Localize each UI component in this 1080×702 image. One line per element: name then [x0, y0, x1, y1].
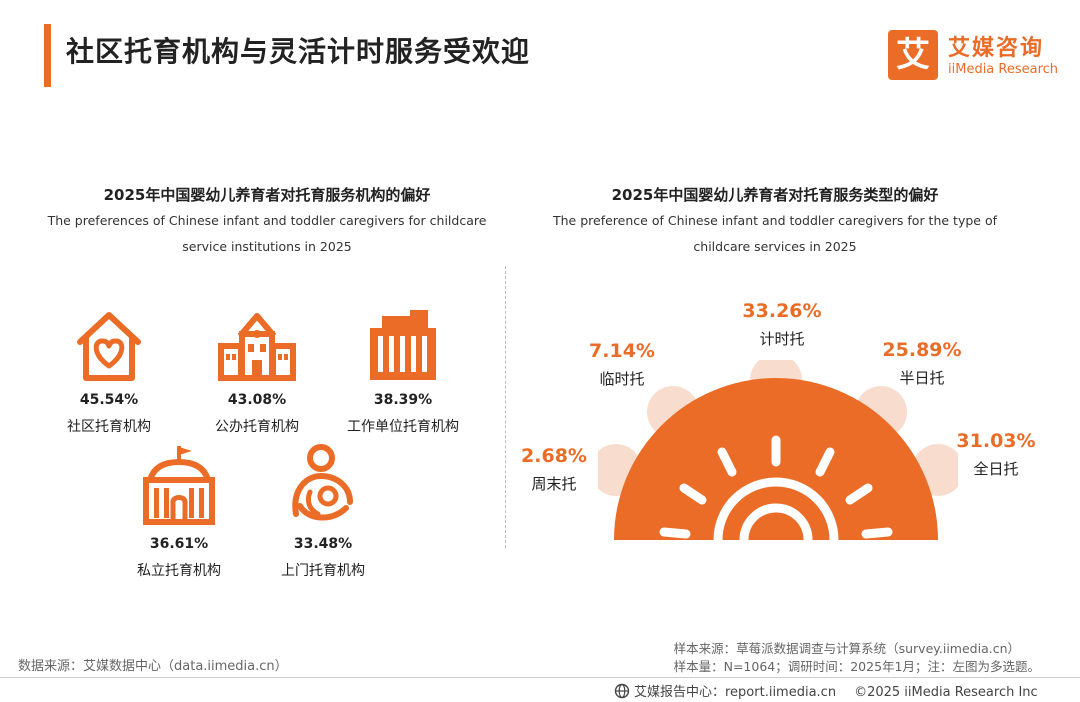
iimedia-logo: 艾 艾媒咨询 iiMedia Research — [888, 30, 1064, 82]
institution-item-workplace: 38.39% 工作单位托育机构 — [328, 308, 478, 436]
service-label: 半日托 — [899, 369, 945, 387]
service-value: 7.14% — [589, 340, 655, 362]
sample-source: 样本来源：草莓派数据调查与计算系统（survey.iimedia.cn） — [673, 641, 1020, 656]
institution-value: 36.61% — [149, 536, 209, 552]
service-item-hourly: 33.26% 计时托 — [722, 300, 842, 349]
sample-size-note: 样本量：N=1064；调研时间：2025年1月；注：左图为多选题。 — [673, 659, 1040, 674]
right-chart-subtitle-line1: The preference of Chinese infant and tod… — [553, 213, 997, 228]
institution-label: 工作单位托育机构 — [347, 419, 459, 435]
data-source: 数据来源：艾媒数据中心（data.iimedia.cn） — [18, 659, 288, 674]
house-heart-icon — [77, 312, 141, 381]
caregiver-baby-icon — [292, 444, 353, 521]
service-label: 周末托 — [531, 475, 577, 493]
logo-name-cn: 艾媒咨询 — [948, 36, 1045, 61]
institution-item-public: 43.08% 公办托育机构 — [182, 308, 332, 436]
footer-bar: 艾媒报告中心：report.iimedia.cn ©2025 iiMedia Re… — [614, 681, 1038, 700]
right-chart-subtitle: The preference of Chinese infant and tod… — [520, 208, 1030, 260]
institution-item-private: 36.61% 私立托育机构 — [104, 444, 254, 580]
globe-icon — [614, 683, 630, 699]
logo-mark: 艾 — [888, 30, 938, 80]
institution-label: 上门托育机构 — [281, 563, 365, 579]
institution-item-home: 33.48% 上门托育机构 — [248, 444, 398, 580]
left-chart-subtitle-line1: The preferences of Chinese infant and to… — [47, 213, 487, 228]
left-chart-title: 2025年中国婴幼儿养育者对托育服务机构的偏好 — [103, 186, 431, 204]
service-value: 2.68% — [521, 445, 587, 467]
copyright: ©2025 iiMedia Research Inc — [854, 685, 1038, 700]
service-label: 全日托 — [973, 460, 1019, 478]
service-value: 25.89% — [882, 339, 962, 361]
private-building-icon — [143, 446, 215, 525]
institution-label: 私立托育机构 — [137, 563, 221, 579]
service-value: 33.26% — [742, 300, 822, 322]
institution-value: 43.08% — [227, 392, 287, 408]
service-item-weekend: 2.68% 周末托 — [494, 445, 614, 494]
footer-divider — [0, 677, 1080, 678]
office-building-icon — [370, 310, 436, 380]
sample-notes: 样本来源：草莓派数据调查与计算系统（survey.iimedia.cn） 样本量… — [674, 640, 1040, 676]
sun-illustration — [598, 360, 958, 545]
institution-value: 38.39% — [373, 392, 433, 408]
title-accent-bar — [44, 24, 51, 87]
report-center-link[interactable]: 艾媒报告中心：report.iimedia.cn — [634, 685, 837, 700]
service-item-half-day: 25.89% 半日托 — [862, 339, 982, 388]
service-value: 31.03% — [956, 430, 1036, 452]
institution-value: 45.54% — [79, 392, 139, 408]
page-title: 社区托育机构与灵活计时服务受欢迎 — [66, 35, 531, 68]
service-item-full-day: 31.03% 全日托 — [936, 430, 1056, 479]
right-chart-title: 2025年中国婴幼儿养育者对托育服务类型的偏好 — [611, 186, 939, 204]
logo-name-en: iiMedia Research — [948, 62, 1059, 77]
left-chart-subtitle-line2: service institutions in 2025 — [182, 239, 352, 254]
institution-label: 社区托育机构 — [67, 419, 151, 435]
left-chart-subtitle: The preferences of Chinese infant and to… — [20, 208, 514, 260]
institution-value: 33.48% — [293, 536, 353, 552]
school-icon — [218, 313, 296, 381]
service-label: 计时托 — [759, 330, 805, 348]
institution-label: 公办托育机构 — [215, 419, 299, 435]
right-chart-subtitle-line2: childcare services in 2025 — [693, 239, 857, 254]
panel-divider — [505, 266, 506, 548]
service-item-temporary: 7.14% 临时托 — [562, 340, 682, 389]
institution-item-community: 45.54% 社区托育机构 — [34, 308, 184, 436]
service-label: 临时托 — [599, 370, 645, 388]
